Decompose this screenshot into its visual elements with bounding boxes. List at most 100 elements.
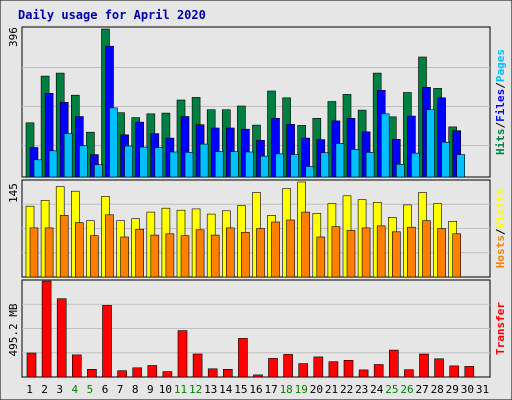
x-tick-label: 23 <box>355 383 368 396</box>
bar-transfer <box>298 363 309 378</box>
x-tick-label: 6 <box>102 383 109 396</box>
bar-hosts <box>271 221 280 278</box>
x-tick-label: 20 <box>310 383 323 396</box>
x-tick-label: 18 <box>280 383 293 396</box>
bar-hosts <box>331 226 341 278</box>
x-tick-label: 7 <box>117 383 124 396</box>
y-max-label: 495.2 MB <box>7 303 20 356</box>
x-tick-label: 13 <box>204 383 217 396</box>
bar-hosts <box>241 232 250 278</box>
bar-transfer <box>373 364 384 378</box>
bar-hosts <box>120 236 129 278</box>
bar-hosts <box>452 233 462 278</box>
bar-transfer <box>313 356 324 378</box>
bar-hosts <box>316 236 326 278</box>
bar-pages <box>426 109 435 178</box>
x-tick-label: 17 <box>264 383 277 396</box>
x-tick-label: 2 <box>41 383 48 396</box>
bar-hosts <box>105 214 114 278</box>
legend-entry: Hosts <box>494 235 507 268</box>
series-pages <box>33 107 466 178</box>
y-max-label: 145 <box>7 183 20 203</box>
bar-transfer <box>147 365 158 378</box>
bar-pages <box>441 141 450 178</box>
bar-pages <box>33 159 43 178</box>
bar-transfer <box>283 354 293 378</box>
bar-pages <box>79 145 88 178</box>
bar-transfer <box>268 358 278 378</box>
bar-transfer <box>162 371 173 378</box>
bar-pages <box>199 143 209 178</box>
x-tick-label: 5 <box>87 383 94 396</box>
bar-hosts <box>361 227 371 278</box>
bar-transfer <box>56 298 67 378</box>
bar-hosts <box>286 219 295 278</box>
bar-pages <box>169 151 179 178</box>
chart-title: Daily usage for April 2020 <box>18 8 206 22</box>
bar-hosts <box>256 228 265 278</box>
bar-transfer <box>358 369 369 378</box>
bar-transfer <box>238 338 248 378</box>
bar-pages <box>245 151 254 178</box>
legend-separator: / <box>494 228 507 235</box>
bar-pages <box>48 150 58 178</box>
bar-hosts <box>195 229 205 278</box>
bar-pages <box>456 154 466 178</box>
bar-transfer <box>192 353 203 378</box>
legend-entry: Files <box>494 89 507 122</box>
bar-pages <box>320 152 330 178</box>
x-tick-label: 30 <box>461 383 474 396</box>
legend-entry: Transfer <box>494 302 507 355</box>
bar-hosts <box>150 234 160 278</box>
legend-entry: Visits <box>494 189 507 229</box>
bar-transfer <box>388 349 399 378</box>
x-tick-label: 15 <box>234 383 247 396</box>
bar-hosts <box>346 230 356 278</box>
bar-transfer <box>117 370 127 378</box>
bar-pages <box>260 155 269 178</box>
bar-pages <box>214 151 224 178</box>
bar-pages <box>124 145 133 178</box>
x-tick-label: 4 <box>71 383 78 396</box>
bar-hosts <box>226 227 235 278</box>
bar-pages <box>380 113 390 178</box>
bar-transfer <box>102 305 112 378</box>
bar-hosts <box>165 233 175 278</box>
series-hosts <box>29 211 462 278</box>
bar-hosts <box>59 215 69 278</box>
bar-pages <box>395 164 405 178</box>
bar-transfer <box>72 354 82 378</box>
series-transfer <box>26 280 475 378</box>
bar-hosts <box>301 211 311 278</box>
bar-transfer <box>343 359 354 378</box>
x-tick-label: 27 <box>415 383 428 396</box>
bar-pages <box>63 133 73 178</box>
legend-separator: / <box>494 122 507 129</box>
x-tick-label: 22 <box>340 383 353 396</box>
chart-panels: 396Hits/Files/Pages145Hosts/Visits495.2 … <box>7 26 507 378</box>
bar-transfer <box>177 330 188 378</box>
legend-separator: / <box>494 82 507 89</box>
bar-hosts <box>44 227 54 278</box>
bar-hosts <box>407 226 416 278</box>
x-tick-label: 9 <box>147 383 154 396</box>
x-tick-label: 25 <box>385 383 398 396</box>
bar-transfer <box>404 369 414 378</box>
bar-transfer <box>41 280 52 378</box>
x-tick-label: 8 <box>132 383 139 396</box>
x-tick-label: 1 <box>26 383 33 396</box>
x-tick-label: 12 <box>189 383 202 396</box>
bar-transfer <box>328 361 339 378</box>
x-tick-label: 21 <box>325 383 338 396</box>
x-tick-label: 24 <box>370 383 384 396</box>
bar-pages <box>184 152 194 178</box>
bar-hosts <box>135 228 144 278</box>
y-max-label: 396 <box>7 27 20 47</box>
x-tick-label: 3 <box>56 383 63 396</box>
x-tick-label: 10 <box>159 383 172 396</box>
legend-entry: Pages <box>494 49 507 82</box>
bar-hosts <box>376 225 386 278</box>
x-tick-label: 11 <box>174 383 187 396</box>
bar-transfer <box>223 368 233 378</box>
